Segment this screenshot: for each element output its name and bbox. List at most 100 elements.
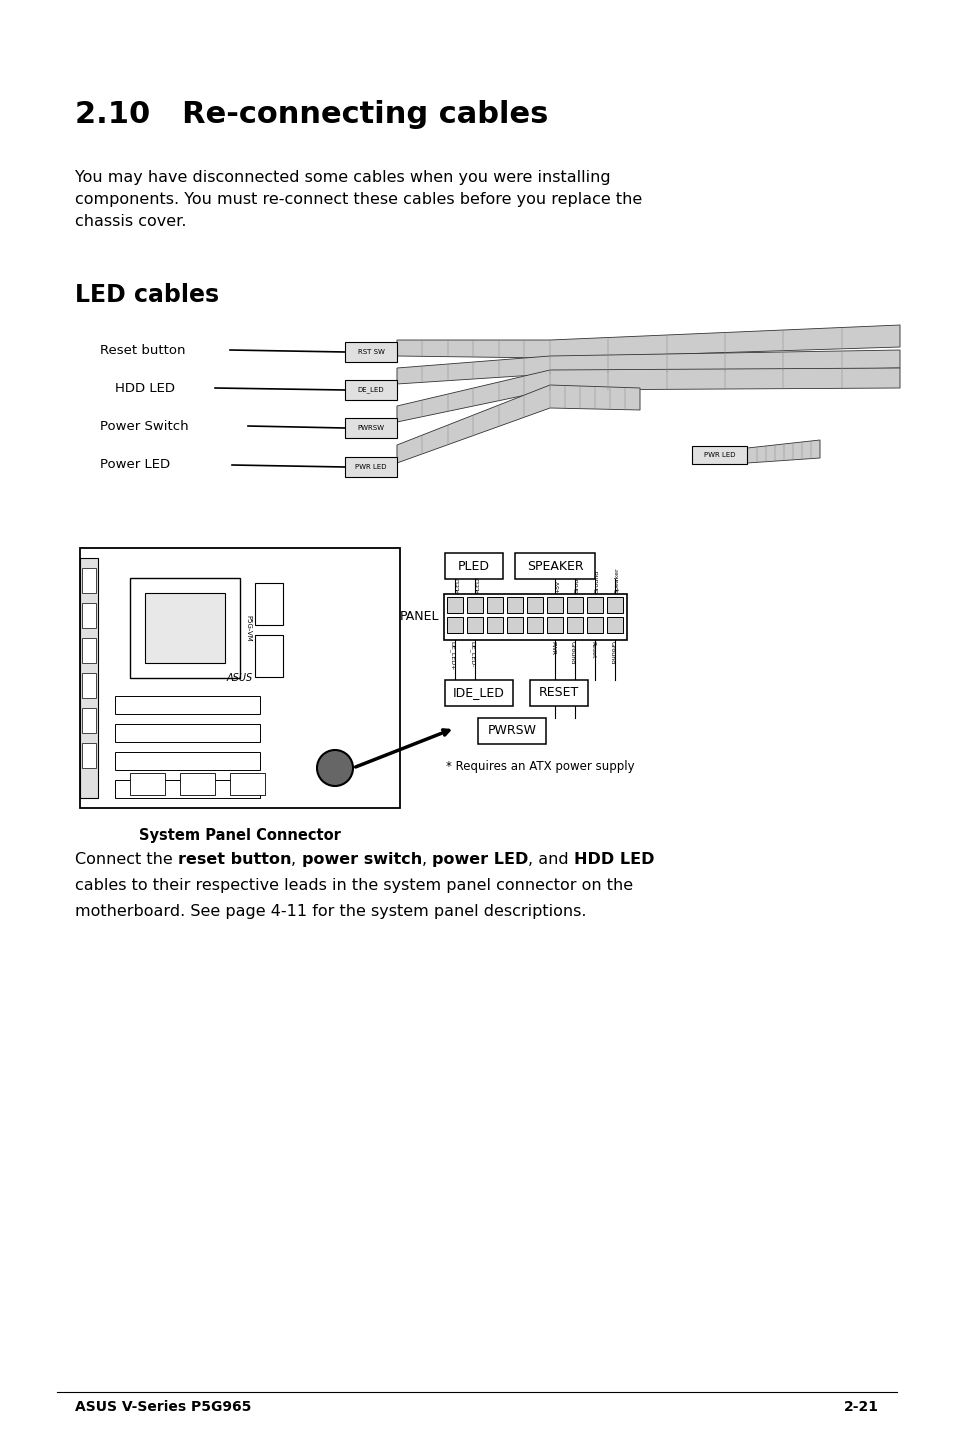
Text: power switch: power switch [301,851,421,867]
Bar [546,617,562,633]
Bar [447,597,462,613]
Text: PLED: PLED [457,559,490,572]
Text: DE_LED+: DE_LED+ [449,641,455,670]
Bar [606,617,622,633]
Polygon shape [396,325,899,358]
Bar [115,696,260,715]
Bar [230,774,265,795]
Bar [82,673,96,697]
Bar [586,597,602,613]
Bar [447,617,462,633]
Text: PWRSW: PWRSW [357,426,384,431]
Bar [692,446,747,464]
Text: DE_LED: DE_LED [357,387,384,394]
Bar [115,723,260,742]
Bar [467,597,482,613]
Text: ASUS: ASUS [227,673,253,683]
Text: P5G-VM: P5G-VM [245,614,251,641]
Text: PLED+: PLED+ [455,572,459,592]
Bar [345,418,396,439]
Text: HDD LED: HDD LED [115,381,174,394]
Bar [82,743,96,768]
Text: Speaker: Speaker [615,568,619,592]
Text: SPEAKER: SPEAKER [526,559,582,572]
Bar [586,617,602,633]
Text: PANEL: PANEL [399,611,438,624]
Bar [254,582,283,626]
Text: You may have disconnected some cables when you were installing
components. You m: You may have disconnected some cables wh… [75,170,641,230]
Text: power LED: power LED [432,851,528,867]
Text: PWR: PWR [550,641,555,654]
Bar [566,617,582,633]
Text: DE_LED-: DE_LED- [469,641,475,667]
Bar [180,774,214,795]
Polygon shape [747,440,820,463]
Bar [546,597,562,613]
Text: , and: , and [528,851,574,867]
Bar [526,617,542,633]
Bar [566,597,582,613]
Text: RST SW: RST SW [357,349,384,355]
Text: cables to their respective leads in the system panel connector on the: cables to their respective leads in the … [75,879,633,893]
Text: * Requires an ATX power supply: * Requires an ATX power supply [446,761,634,774]
Polygon shape [396,385,639,463]
Text: HDD LED: HDD LED [574,851,654,867]
Text: PWRSW: PWRSW [487,725,536,738]
Bar [444,680,513,706]
Bar [606,597,622,613]
Text: Ground: Ground [575,569,579,592]
Text: Ground: Ground [595,569,599,592]
Text: System Panel Connector: System Panel Connector [139,828,340,843]
Text: ,: , [291,851,301,867]
Text: IDE_LED: IDE_LED [453,686,504,699]
Bar [82,638,96,663]
Text: PWR LED: PWR LED [355,464,386,470]
Bar [444,554,502,580]
Text: reset button: reset button [177,851,291,867]
Bar [467,617,482,633]
Bar [82,568,96,592]
Text: PLED-: PLED- [475,575,479,592]
Text: Connect the: Connect the [75,851,177,867]
Bar [486,597,502,613]
Bar [130,578,240,677]
Circle shape [316,751,353,787]
Bar [530,680,587,706]
Text: motherboard. See page 4-11 for the system panel descriptions.: motherboard. See page 4-11 for the syste… [75,905,586,919]
Text: Reset button: Reset button [100,344,185,357]
Text: Power Switch: Power Switch [100,420,189,433]
Text: Reset: Reset [589,641,595,659]
Text: +5v: +5v [555,580,559,592]
Text: ASUS V-Series P5G965: ASUS V-Series P5G965 [75,1401,251,1414]
Text: Ground: Ground [609,641,615,664]
Bar [130,774,165,795]
Text: 2.10   Re-connecting cables: 2.10 Re-connecting cables [75,101,548,129]
Bar [82,707,96,733]
Text: PWR LED: PWR LED [703,452,735,457]
Bar [115,752,260,769]
Bar [345,457,396,477]
Text: LED cables: LED cables [75,283,219,306]
Polygon shape [396,368,899,421]
Bar [515,554,595,580]
Text: ,: , [421,851,432,867]
Bar [443,594,626,640]
Bar [145,592,225,663]
Polygon shape [396,349,899,384]
Bar [345,380,396,400]
Bar [506,617,522,633]
Text: RESET: RESET [538,686,578,699]
Bar [80,548,399,808]
Bar [486,617,502,633]
Text: 2-21: 2-21 [843,1401,878,1414]
Text: Power LED: Power LED [100,459,170,472]
Bar [80,558,98,798]
Bar [526,597,542,613]
Text: Ground: Ground [569,641,575,664]
Bar [345,342,396,362]
Bar [82,603,96,628]
Bar [115,779,260,798]
Bar [506,597,522,613]
Bar [477,718,545,743]
Bar [254,636,283,677]
